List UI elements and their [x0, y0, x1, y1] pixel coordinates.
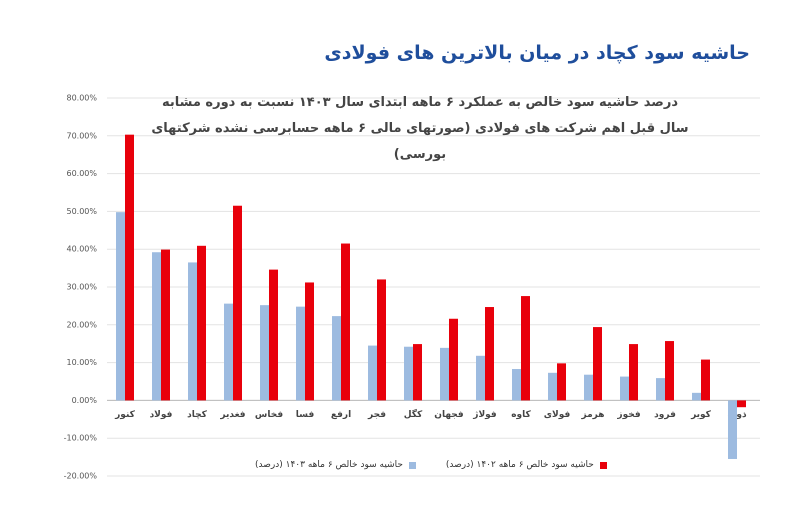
bar — [161, 249, 170, 401]
bar — [305, 282, 314, 401]
bar — [296, 306, 305, 401]
bar — [584, 374, 593, 401]
bar — [665, 341, 674, 401]
y-tick-label: 0.00% — [72, 396, 98, 405]
bar — [188, 262, 197, 401]
y-tick-label: 70.00% — [66, 131, 97, 140]
legend-swatch — [408, 461, 416, 469]
bar — [341, 243, 350, 401]
legend-item: حاشیه سود خالص ۶ ماهه ۱۴۰۳ (درصد) — [255, 460, 416, 470]
bar — [620, 376, 629, 401]
y-tick-label: 10.00% — [66, 358, 97, 367]
bar — [548, 372, 557, 401]
bar — [449, 318, 458, 401]
bar — [692, 392, 701, 401]
bar — [260, 305, 269, 401]
x-tick-label: فولای — [544, 410, 571, 420]
header-title: حاشیه سود کچاد در میان بالاترین های فولا… — [324, 42, 750, 64]
x-tick-label: فجر — [367, 410, 386, 420]
bar — [404, 346, 413, 401]
x-tick-label: فولاژ — [472, 410, 497, 420]
x-tick-label: کنور — [114, 410, 135, 420]
bar — [269, 269, 278, 401]
legend: حاشیه سود خالص ۶ ماهه ۱۴۰۲ (درصد) حاشیه س… — [255, 460, 607, 470]
bar — [440, 347, 449, 401]
bar — [485, 307, 494, 401]
bar — [233, 205, 242, 401]
bar — [125, 134, 134, 401]
x-tick-label: فرود — [654, 410, 676, 420]
x-tick-label: فولاد — [150, 410, 173, 420]
y-tick-label: -10.00% — [64, 434, 98, 443]
bar — [701, 359, 710, 401]
legend-item: حاشیه سود خالص ۶ ماهه ۱۴۰۲ (درصد) — [446, 460, 607, 470]
legend-label: حاشیه سود خالص ۶ ماهه ۱۴۰۲ (درصد) — [445, 460, 594, 470]
bar — [737, 400, 746, 408]
bar — [224, 303, 233, 401]
x-tick-label: فجهان — [434, 410, 463, 420]
x-tick-label: فخوز — [616, 410, 640, 420]
bar — [593, 327, 602, 401]
y-tick-label: -20.00% — [64, 472, 98, 481]
bar — [521, 296, 530, 401]
y-tick-label: 20.00% — [66, 320, 97, 329]
y-tick-label: 50.00% — [66, 207, 97, 216]
bar — [116, 212, 125, 401]
x-tick-label: کویر — [690, 410, 712, 420]
bar — [557, 363, 566, 401]
x-tick-label: کاوه — [511, 410, 531, 420]
bar — [377, 279, 386, 401]
bar — [728, 400, 737, 459]
bar — [152, 252, 161, 401]
y-tick-label: 40.00% — [66, 245, 97, 254]
x-tick-label: ارفع — [331, 410, 351, 420]
bar — [656, 378, 665, 401]
x-tick-label: فغدیر — [219, 410, 245, 420]
y-tick-label: 80.00% — [66, 94, 97, 103]
y-tick-label: 30.00% — [66, 283, 97, 292]
legend-swatch — [599, 461, 607, 469]
x-tick-label: ذوب — [727, 410, 747, 420]
x-tick-label: فخاس — [255, 410, 283, 420]
chart-title: درصد حاشیه سود خالص به عملکرد ۶ ماهه ابت… — [151, 95, 689, 162]
y-tick-label: 60.00% — [66, 169, 97, 178]
x-tick-label: هرمز — [580, 410, 604, 420]
x-tick-label: فسا — [296, 410, 315, 420]
bar — [197, 245, 206, 401]
bar — [332, 316, 341, 401]
legend-label: حاشیه سود خالص ۶ ماهه ۱۴۰۳ (درصد) — [255, 460, 403, 470]
x-tick-label: کچاد — [187, 410, 207, 420]
bar — [413, 344, 422, 401]
bar — [368, 345, 377, 401]
bar — [476, 355, 485, 401]
bar — [629, 344, 638, 401]
bar — [512, 369, 521, 401]
x-tick-label: کگل — [404, 408, 423, 420]
